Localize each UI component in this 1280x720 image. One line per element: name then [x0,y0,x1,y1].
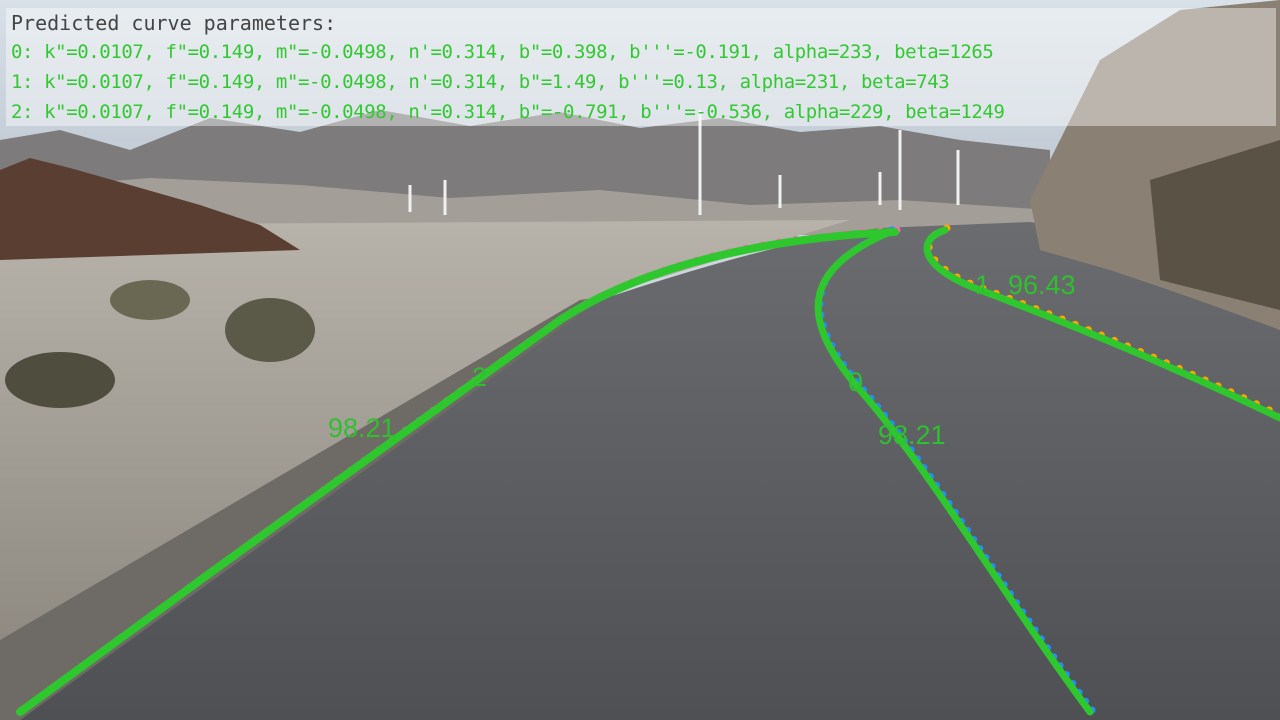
pred-lane-0 [814,228,1094,716]
lane-0-id: 0 [848,367,864,397]
pred-lane-2 [16,228,899,716]
pred-lane-1 [923,226,1280,422]
lane-2-id: 2 [472,362,488,392]
lane-1-score: 96.43 [1008,270,1076,300]
wind-turbines [408,110,960,215]
road-surface [20,222,1280,720]
lane-1-id: 1 [975,270,991,300]
param-line-1: 1: k"=0.0107, f"=0.149, m"=-0.0498, n'=0… [11,71,950,93]
param-line-0: 0: k"=0.0107, f"=0.149, m"=-0.0498, n'=0… [11,41,994,63]
lane-2-score: 98.21 [328,413,396,443]
lane-0-score: 98.21 [878,420,946,450]
rock-shadow [1150,140,1280,310]
param-line-2: 2: k"=0.0107, f"=0.149, m"=-0.0498, n'=0… [11,101,1005,123]
bush [225,298,315,362]
bush [5,352,115,408]
desert-ground [0,220,850,640]
bush [110,280,190,320]
panel-title: Predicted curve parameters: [11,11,337,35]
parameters-panel: Predicted curve parameters: 0: k"=0.0107… [6,8,1276,126]
rock-pile [0,158,300,260]
